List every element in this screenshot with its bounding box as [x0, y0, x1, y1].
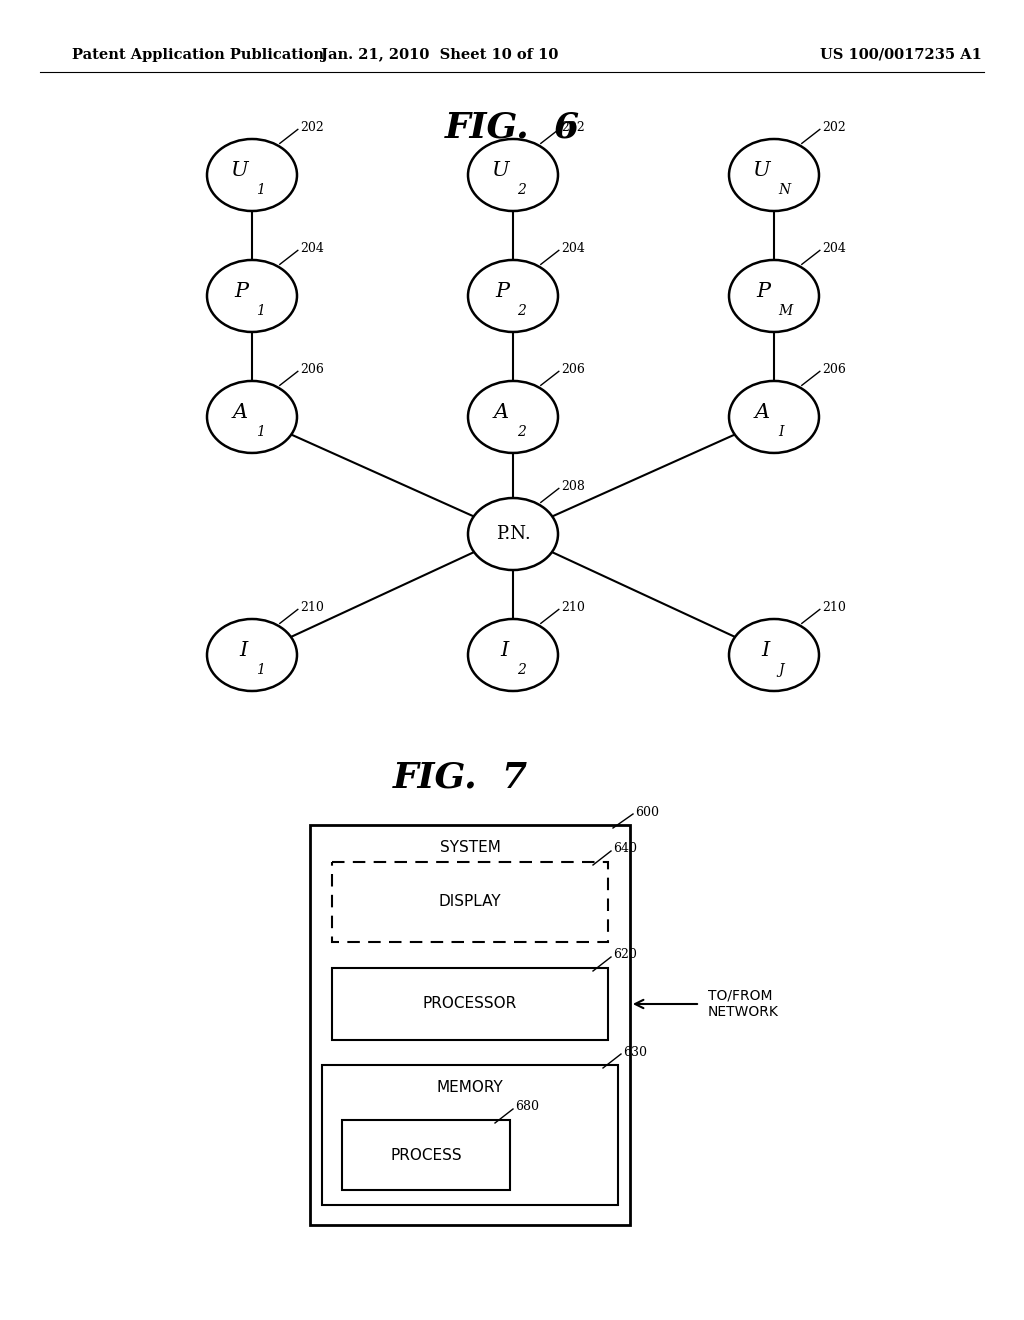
Text: 2: 2	[517, 183, 526, 197]
Bar	[322, 1065, 618, 1205]
Text: 680: 680	[515, 1101, 539, 1114]
Ellipse shape	[468, 260, 558, 331]
Text: 2: 2	[517, 304, 526, 318]
Text: PROCESS: PROCESS	[390, 1147, 462, 1163]
Bar	[332, 968, 608, 1040]
Ellipse shape	[207, 260, 297, 331]
Text: SYSTEM: SYSTEM	[439, 840, 501, 854]
Ellipse shape	[729, 619, 819, 690]
Text: 210: 210	[300, 601, 324, 614]
Text: P: P	[756, 282, 770, 301]
Text: MEMORY: MEMORY	[436, 1080, 504, 1094]
Bar	[332, 862, 608, 942]
Text: I: I	[778, 425, 783, 440]
Text: I: I	[762, 642, 770, 660]
Ellipse shape	[729, 260, 819, 331]
Text: A: A	[232, 404, 248, 422]
Ellipse shape	[468, 498, 558, 570]
Text: 208: 208	[561, 480, 585, 492]
Text: Jan. 21, 2010  Sheet 10 of 10: Jan. 21, 2010 Sheet 10 of 10	[322, 48, 559, 62]
Text: I: I	[501, 642, 509, 660]
Text: 206: 206	[300, 363, 324, 376]
Text: A: A	[494, 404, 509, 422]
Text: DISPLAY: DISPLAY	[438, 895, 502, 909]
Text: 600: 600	[635, 805, 659, 818]
Text: N: N	[778, 183, 791, 197]
Bar	[310, 825, 630, 1225]
Ellipse shape	[729, 381, 819, 453]
Text: I: I	[240, 642, 248, 660]
Text: 1: 1	[256, 663, 265, 677]
Text: FIG.  6: FIG. 6	[444, 110, 580, 144]
Text: FIG.  7: FIG. 7	[392, 760, 527, 795]
Text: TO/FROM
NETWORK: TO/FROM NETWORK	[708, 989, 779, 1019]
Ellipse shape	[207, 381, 297, 453]
Text: 204: 204	[300, 242, 324, 255]
Text: U: U	[230, 161, 248, 181]
Text: 202: 202	[300, 121, 324, 133]
Text: 206: 206	[561, 363, 585, 376]
Text: P: P	[234, 282, 248, 301]
Text: 640: 640	[613, 842, 637, 855]
Text: 2: 2	[517, 663, 526, 677]
Bar	[342, 1119, 510, 1191]
Text: P: P	[495, 282, 509, 301]
Text: 204: 204	[822, 242, 846, 255]
Text: 1: 1	[256, 183, 265, 197]
Text: J: J	[778, 663, 783, 677]
Text: 210: 210	[561, 601, 585, 614]
Text: Patent Application Publication: Patent Application Publication	[72, 48, 324, 62]
Text: U: U	[492, 161, 509, 181]
Text: U: U	[753, 161, 770, 181]
Text: 210: 210	[822, 601, 846, 614]
Text: 206: 206	[822, 363, 846, 376]
Text: 620: 620	[613, 949, 637, 961]
Ellipse shape	[729, 139, 819, 211]
Text: 630: 630	[623, 1045, 647, 1059]
Ellipse shape	[468, 619, 558, 690]
Text: 204: 204	[561, 242, 585, 255]
Ellipse shape	[468, 139, 558, 211]
Text: 1: 1	[256, 425, 265, 440]
Text: 1: 1	[256, 304, 265, 318]
Ellipse shape	[468, 381, 558, 453]
Text: P.N.: P.N.	[496, 525, 530, 543]
Text: US 100/0017235 A1: US 100/0017235 A1	[820, 48, 982, 62]
Text: M: M	[778, 304, 793, 318]
Text: 2: 2	[517, 425, 526, 440]
Text: 202: 202	[822, 121, 846, 133]
Text: A: A	[755, 404, 770, 422]
Ellipse shape	[207, 139, 297, 211]
Ellipse shape	[207, 619, 297, 690]
Text: PROCESSOR: PROCESSOR	[423, 997, 517, 1011]
Text: 202: 202	[561, 121, 585, 133]
